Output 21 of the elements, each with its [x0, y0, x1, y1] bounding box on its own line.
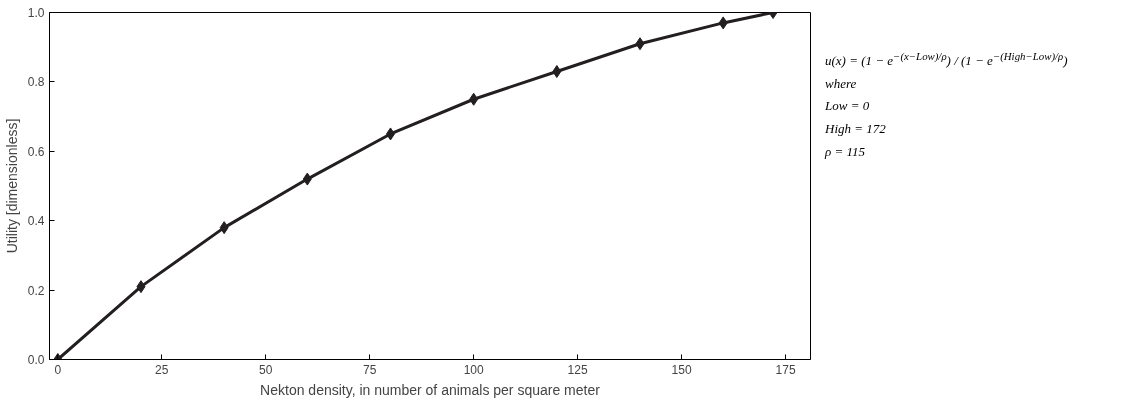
y-tick-label: 0.8	[27, 75, 45, 90]
x-tick-label: 175	[775, 362, 796, 377]
x-axis-title: Nekton density, in number of animals per square meter	[260, 381, 601, 398]
x-tick-label: 100	[463, 362, 484, 377]
text: ρ = 115	[825, 142, 867, 161]
x-tick-label: 125	[567, 362, 588, 377]
x-tick-label: 50	[259, 362, 273, 377]
text: Low = 0	[825, 97, 871, 116]
y-axis-title: Utility [dimensionless]	[3, 118, 20, 254]
text: where	[825, 74, 858, 93]
y-tick-label: 0.2	[27, 283, 45, 298]
x-tick-label: 150	[671, 362, 692, 377]
x-tick-label: 25	[155, 362, 169, 377]
y-tick-label: 0.4	[27, 214, 45, 229]
x-tick-label: 75	[363, 362, 377, 377]
y-tick-label: 1.0	[27, 6, 45, 20]
x-tick-label: 0	[54, 362, 62, 377]
y-tick-label: 0.0	[27, 353, 45, 367]
text: High = 172	[825, 120, 887, 138]
y-tick-label: 0.6	[27, 144, 45, 159]
text: u(x) = (1 − e$^{−(x−Low)/ρ}$) / (1 − e$^{−(High−Low)/ρ}$)	[825, 49, 1068, 71]
